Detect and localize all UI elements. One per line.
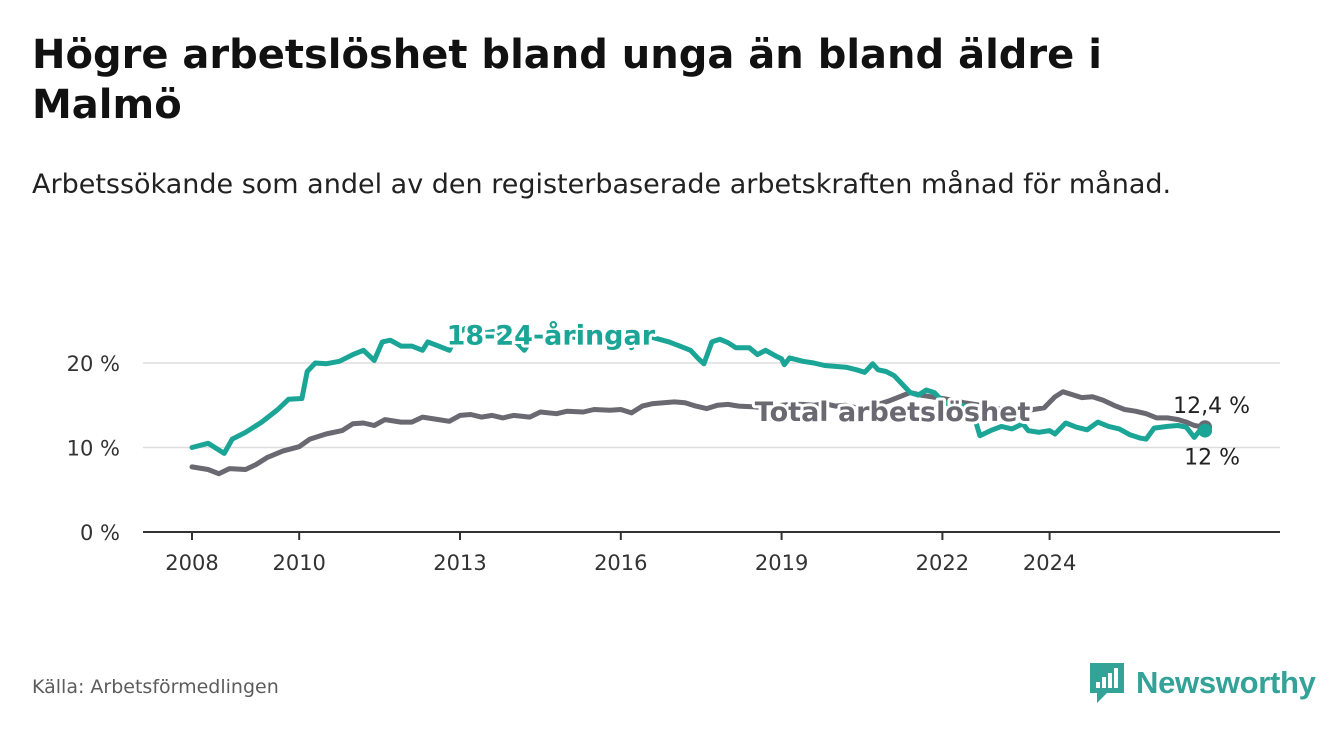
end-value-label-total: 12,4 % bbox=[1173, 394, 1250, 419]
series-label-total: Total arbetslöshet bbox=[755, 397, 1031, 428]
chart-title: Högre arbetslöshet bland unga än bland ä… bbox=[32, 32, 1102, 128]
series-label-youth: 18-24-åringar bbox=[447, 319, 656, 351]
y-tick-label: 10 % bbox=[67, 437, 120, 461]
x-tick-label: 2022 bbox=[916, 551, 969, 575]
x-tick-label: 2019 bbox=[755, 551, 808, 575]
y-tick-label: 0 % bbox=[80, 521, 120, 545]
series-line-total bbox=[189, 389, 1208, 477]
chart-subtitle: Arbetssökande som andel av den registerb… bbox=[32, 169, 1172, 200]
brand-logo: Newsworthy bbox=[1088, 661, 1316, 705]
source-note: Källa: Arbetsförmedlingen bbox=[32, 676, 279, 698]
series-line-youth bbox=[189, 325, 1208, 456]
x-tick-label: 2008 bbox=[165, 551, 218, 575]
y-tick-label: 20 % bbox=[67, 352, 120, 376]
end-marker-youth bbox=[1198, 423, 1213, 438]
end-value-label-youth: 12 % bbox=[1184, 446, 1240, 471]
x-tick-label: 2016 bbox=[594, 551, 647, 575]
x-tick-label: 2024 bbox=[1023, 551, 1076, 575]
brand-name: Newsworthy bbox=[1136, 665, 1316, 700]
x-tick-label: 2013 bbox=[433, 551, 486, 575]
newsworthy-logo-icon bbox=[1090, 663, 1124, 703]
x-tick-label: 2010 bbox=[272, 551, 325, 575]
